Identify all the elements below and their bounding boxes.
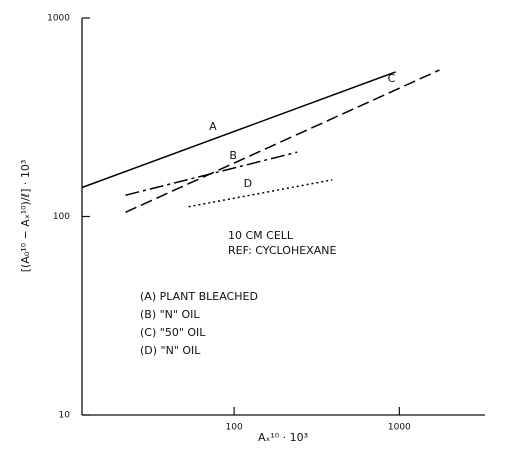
y-axis-label: [(A₀¹⁰ − Aₓ¹⁰)/ℓ] · 10³ (19, 160, 32, 273)
series-label: D (244, 177, 252, 190)
series-line (81, 71, 396, 189)
legend-text: (B) "N" OIL (140, 308, 200, 321)
y-tick-label: 1000 (47, 14, 70, 24)
legend-text: (D) "N" OIL (140, 344, 201, 357)
annotation: 10 CM CELL (228, 229, 294, 242)
y-tick-label: 10 (59, 411, 71, 421)
annotation: REF: CYCLOHEXANE (228, 244, 336, 257)
series-label: A (209, 120, 217, 133)
legend-text: (A) PLANT BLEACHED (140, 290, 258, 303)
y-tick-label: 100 (53, 212, 70, 222)
x-tick-label: 100 (226, 423, 243, 433)
series-label: C (388, 72, 396, 85)
x-axis-label: Aₓ¹⁰ · 10³ (258, 431, 308, 444)
series-label: B (229, 149, 237, 162)
series-line (125, 69, 440, 213)
series-line (188, 179, 333, 208)
legend-text: (C) "50" OIL (140, 326, 206, 339)
x-tick-label: 1000 (388, 423, 411, 433)
